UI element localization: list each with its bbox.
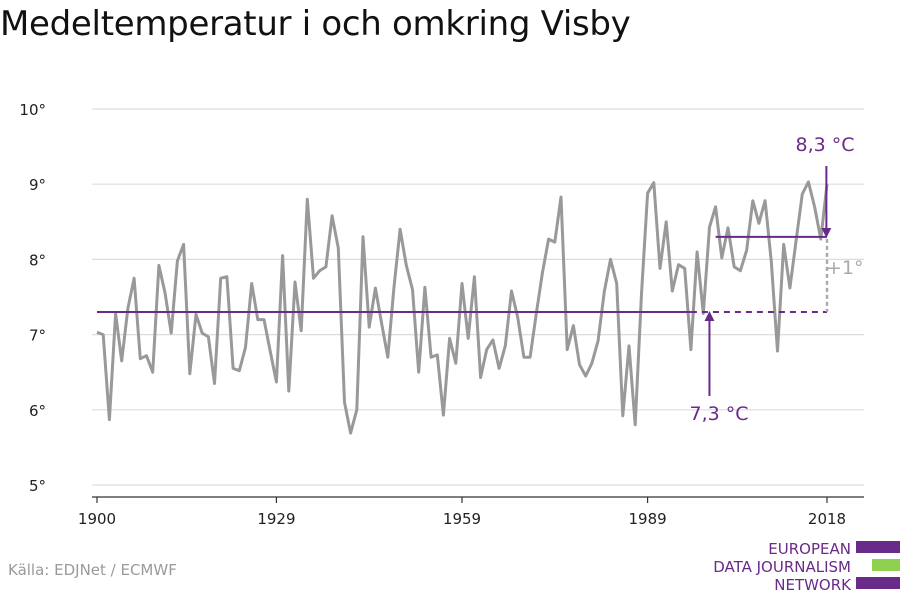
temperature-line — [96, 180, 829, 435]
y-tick-label: 7° — [29, 327, 46, 345]
y-tick-label: 5° — [29, 477, 46, 495]
x-tick-label: 1900 — [78, 510, 116, 528]
y-tick-label: 6° — [29, 402, 46, 420]
grid-lines — [92, 108, 864, 486]
x-axis: 1900 1929 1959 1989 2018 — [78, 496, 864, 528]
edjnet-logo[interactable]: EUROPEAN DATA JOURNALISM NETWORK — [712, 540, 900, 596]
temperature-series — [96, 180, 829, 435]
y-axis-ticks: 5° 6° 7° 8° 9° 10° — [19, 101, 46, 495]
logo-line-1: EUROPEAN — [768, 540, 851, 558]
y-tick-label: 10° — [19, 101, 46, 119]
source-credit: Källa: EDJNet / ECMWF — [8, 561, 177, 579]
y-tick-label: 8° — [29, 251, 46, 269]
baseline-label: 7,3 °C — [689, 403, 748, 425]
x-tick-label: 1959 — [443, 510, 481, 528]
recent-label: 8,3 °C — [795, 134, 854, 156]
annotations: 7,3 °C 8,3 °C +1° — [97, 134, 864, 425]
increase-label: +1° — [826, 257, 864, 279]
x-tick-label: 1989 — [628, 510, 666, 528]
logo-bar-3 — [856, 577, 900, 589]
x-tick-label: 1929 — [257, 510, 295, 528]
logo-line-3: NETWORK — [774, 576, 851, 594]
chart-title: Medeltemperatur i och omkring Visby — [0, 4, 631, 44]
y-tick-label: 9° — [29, 176, 46, 194]
logo-bar-2 — [872, 559, 900, 571]
logo-bar-1 — [856, 541, 900, 553]
x-tick-label: 2018 — [808, 510, 846, 528]
logo-line-2: DATA JOURNALISM — [713, 558, 851, 576]
